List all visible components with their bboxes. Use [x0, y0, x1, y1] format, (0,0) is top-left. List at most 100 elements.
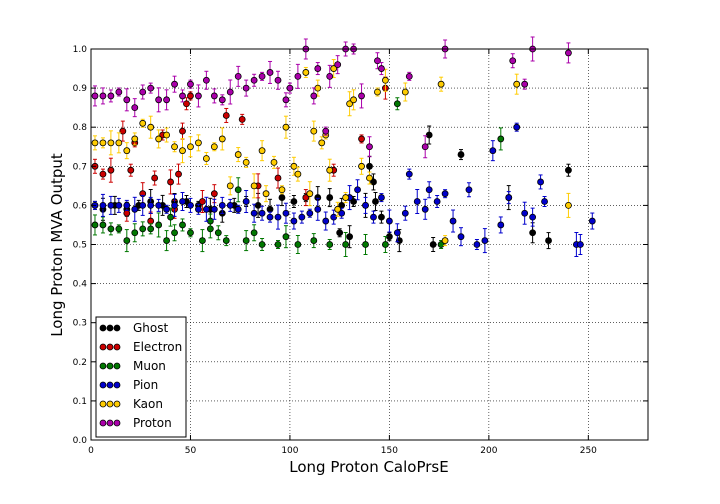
data-point — [99, 201, 107, 209]
x-tick-label: 100 — [281, 446, 298, 456]
data-point — [91, 139, 99, 147]
legend-marker — [106, 362, 114, 370]
data-point — [314, 205, 322, 213]
data-point — [362, 201, 369, 209]
data-point — [226, 201, 234, 209]
data-point — [147, 123, 155, 131]
data-point — [139, 201, 147, 209]
data-point — [163, 237, 170, 244]
legend-marker — [106, 381, 114, 389]
data-point — [298, 213, 306, 221]
data-point — [366, 174, 373, 182]
data-point — [238, 115, 246, 123]
data-point — [242, 158, 250, 166]
legend-marker — [99, 324, 107, 332]
data-point — [218, 201, 226, 209]
data-point — [179, 127, 186, 135]
legend-marker — [113, 381, 121, 389]
legend-marker — [99, 419, 107, 427]
data-point — [123, 209, 131, 217]
data-point — [139, 119, 147, 127]
data-point — [290, 217, 298, 225]
data-point — [338, 209, 346, 217]
legend-marker — [113, 324, 121, 332]
data-point — [147, 84, 155, 92]
data-point — [119, 127, 127, 135]
data-point — [405, 170, 413, 178]
data-point — [242, 237, 250, 244]
data-point — [179, 147, 186, 155]
legend-label: Ghost — [133, 321, 168, 335]
data-point — [372, 198, 379, 205]
legend-label: Electron — [133, 340, 182, 354]
data-point — [350, 96, 357, 104]
data-point — [202, 205, 210, 213]
legend-label: Kaon — [133, 397, 163, 411]
data-point — [234, 205, 242, 213]
data-point — [318, 139, 326, 147]
data-point — [266, 205, 274, 213]
data-point — [437, 80, 445, 88]
data-point — [290, 198, 298, 205]
data-point — [254, 201, 262, 209]
legend-marker — [99, 400, 107, 408]
legend-label: Muon — [133, 359, 166, 373]
data-point — [326, 241, 334, 248]
data-point — [370, 213, 377, 221]
data-point — [358, 135, 365, 143]
legend-marker — [99, 381, 107, 389]
data-point — [99, 221, 107, 229]
data-point — [266, 69, 274, 76]
data-point — [171, 80, 178, 88]
data-point — [425, 131, 433, 139]
data-point — [258, 147, 266, 155]
data-point — [171, 201, 178, 209]
data-point — [310, 127, 318, 135]
data-point — [91, 92, 99, 100]
data-point — [310, 237, 318, 244]
data-point — [505, 194, 513, 201]
data-point — [513, 123, 521, 131]
data-point — [326, 72, 334, 80]
data-point — [565, 166, 572, 174]
data-point — [334, 61, 342, 69]
data-point — [330, 65, 338, 72]
data-point — [541, 198, 548, 205]
data-point — [242, 198, 250, 205]
data-point — [131, 205, 139, 213]
data-point — [214, 229, 222, 237]
data-point — [282, 123, 290, 131]
data-point — [99, 139, 107, 147]
data-point — [336, 229, 344, 237]
data-point — [441, 190, 449, 198]
data-point — [250, 182, 258, 190]
data-point — [421, 205, 429, 213]
data-point — [565, 201, 572, 209]
data-point — [274, 174, 282, 182]
data-point — [171, 143, 178, 151]
data-point — [282, 233, 290, 241]
data-point — [509, 57, 517, 65]
data-point — [107, 166, 115, 174]
data-point — [421, 143, 429, 151]
data-point — [274, 241, 282, 248]
x-tick-label: 150 — [381, 446, 398, 456]
data-point — [195, 205, 202, 213]
data-point — [545, 237, 552, 244]
data-point — [258, 72, 266, 80]
data-point — [314, 65, 322, 72]
data-point — [179, 221, 186, 229]
data-point — [210, 205, 218, 213]
data-point — [294, 241, 302, 248]
data-point — [576, 241, 584, 248]
data-point — [362, 241, 369, 248]
y-tick-label: 0.8 — [73, 123, 88, 133]
data-point — [107, 201, 115, 209]
data-point — [147, 201, 155, 209]
data-point — [425, 186, 433, 194]
data-point — [218, 96, 226, 104]
y-tick-label: 0.6 — [73, 201, 88, 211]
data-point — [155, 96, 163, 104]
legend-marker — [113, 419, 121, 427]
data-point — [278, 194, 286, 201]
